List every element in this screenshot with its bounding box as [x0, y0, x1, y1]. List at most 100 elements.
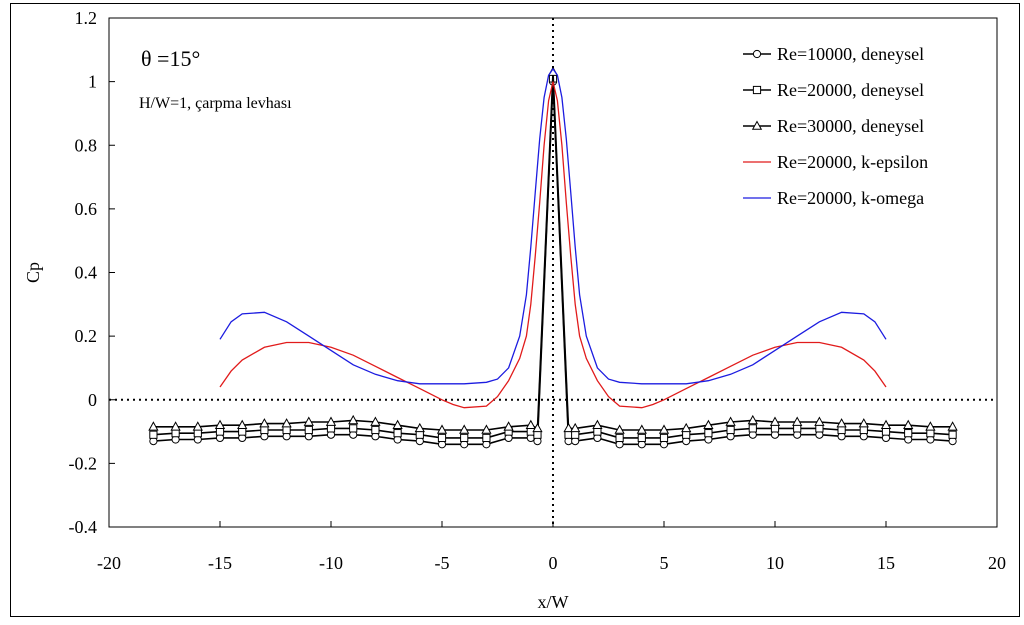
data-point-series-2: [904, 429, 913, 438]
chart-svg: -20 -15 -10 -5 0 5 10 15 20 -0.4 -0.2 0 0.2 0.4 0.6 0.8…: [23, 8, 1006, 612]
x-tick-label: 20: [988, 553, 1006, 573]
data-point-series-2: [304, 425, 313, 435]
data-point-series-3: [703, 419, 714, 429]
chart-figure: -20 -15 -10 -5 0 5 10 15 20 -0.4 -0.2 0 0.2 0.4 0.6 0.8…: [10, 3, 1020, 617]
data-point-series-3: [769, 416, 781, 426]
data-point-series-2: [371, 425, 380, 435]
y-tick-label: 0.4: [75, 263, 98, 283]
data-point-series-2: [282, 425, 291, 435]
data-point-series-3: [792, 416, 803, 426]
data-point-series-2: [326, 424, 336, 433]
data-point-series-2: [726, 425, 735, 435]
data-point-series-2: [460, 433, 469, 443]
y-tick-label: 0.2: [75, 326, 98, 346]
data-point-series-3: [481, 424, 492, 434]
y-tick-label: -0.4: [69, 517, 98, 537]
data-point-series-3: [681, 422, 692, 433]
series-line-1: [153, 81, 953, 446]
data-point-series-3: [281, 418, 292, 428]
data-point-series-3: [414, 422, 425, 433]
data-point-series-2: [149, 430, 158, 439]
data-point-series-3: [370, 416, 381, 426]
data-point-series-2: [593, 427, 602, 436]
legend-label-5: Re=20000, k-omega: [777, 188, 924, 208]
y-tick-label: 0.8: [75, 135, 98, 155]
data-point-series-2: [260, 425, 269, 435]
x-tick-label: 5: [660, 553, 669, 573]
x-tick-label: -15: [208, 553, 232, 573]
x-tick-label: -10: [319, 553, 343, 573]
data-point-series-2: [837, 425, 846, 435]
data-point-series-3: [170, 421, 181, 431]
data-point-series-2: [564, 430, 573, 439]
y-axis-label: Cp: [23, 262, 43, 283]
data-point-series-2: [881, 427, 891, 436]
x-tick-label: -5: [435, 553, 450, 573]
data-point-series-3: [259, 418, 270, 428]
legend-label-3: Re=30000, deneysel: [777, 116, 924, 136]
data-point-series-2: [415, 430, 424, 439]
data-point-series-3: [532, 422, 543, 433]
y-tick-label: 0: [88, 390, 97, 410]
data-point-series-3: [148, 421, 159, 431]
data-point-series-2: [193, 429, 202, 438]
data-point-series-2: [349, 424, 358, 433]
data-point-series-3: [725, 416, 736, 426]
angle-annotation: θ =15°: [141, 46, 200, 71]
series-line-4: [219, 81, 887, 409]
y-tick-label: -0.2: [69, 453, 98, 473]
data-point-series-2: [815, 424, 824, 433]
data-point-series-2: [171, 429, 180, 438]
series-line-5: [219, 67, 887, 385]
data-point-series-2: [637, 433, 646, 443]
config-annotation: H/W=1, çarpma levhası: [139, 95, 292, 112]
data-point-series-2: [948, 430, 957, 439]
data-point-series-2: [793, 424, 802, 433]
data-point-series-3: [237, 419, 248, 429]
data-point-series-3: [325, 416, 337, 426]
data-point-series-2: [215, 427, 225, 436]
legend-marker-1: [752, 49, 762, 59]
x-tick-label: 0: [549, 553, 558, 573]
data-point-series-2: [770, 424, 780, 433]
legend-label-1: Re=10000, deneysel: [777, 44, 924, 64]
legend-label-2: Re=20000, deneysel: [777, 80, 924, 100]
data-point-series-3: [858, 418, 869, 428]
legend-label-4: Re=20000, k-epsilon: [777, 152, 928, 172]
data-point-series-3: [214, 419, 226, 429]
data-point-series-3: [614, 424, 625, 434]
data-point-series-2: [682, 430, 691, 439]
data-point-series-3: [947, 421, 958, 431]
data-point-series-3: [903, 419, 914, 429]
data-point-series-2: [533, 430, 542, 439]
data-point-series-2: [238, 427, 247, 436]
data-point-series-2: [704, 429, 713, 438]
data-point-series-3: [348, 414, 359, 425]
data-point-series-3: [592, 419, 603, 429]
data-point-series-3: [525, 419, 536, 429]
data-point-series-2: [748, 424, 757, 433]
data-point-series-3: [436, 424, 448, 434]
x-tick-label: 10: [766, 553, 784, 573]
y-tick-label: 1.2: [75, 8, 98, 28]
legend-marker-2: [752, 85, 762, 95]
legend-marker-3: [751, 120, 763, 130]
data-point-series-3: [636, 424, 647, 434]
y-tick-label: 1: [88, 72, 97, 92]
x-axis-label: x/W: [538, 592, 569, 612]
data-point-series-2: [482, 433, 491, 443]
data-point-series-3: [925, 421, 936, 431]
data-point-series-2: [437, 433, 447, 443]
x-tick-label: -20: [97, 553, 121, 573]
data-point-series-3: [303, 416, 314, 426]
y-tick-label: 0.6: [75, 199, 98, 219]
data-point-series-2: [615, 433, 624, 443]
data-point-series-2: [859, 425, 868, 435]
data-point-series-2: [571, 430, 580, 439]
data-point-series-2: [926, 429, 935, 438]
data-point-series-3: [563, 422, 574, 433]
data-point-series-3: [747, 414, 758, 425]
data-point-series-3: [570, 422, 581, 433]
data-point-series-3: [814, 416, 825, 426]
data-point-series-3: [392, 419, 403, 429]
